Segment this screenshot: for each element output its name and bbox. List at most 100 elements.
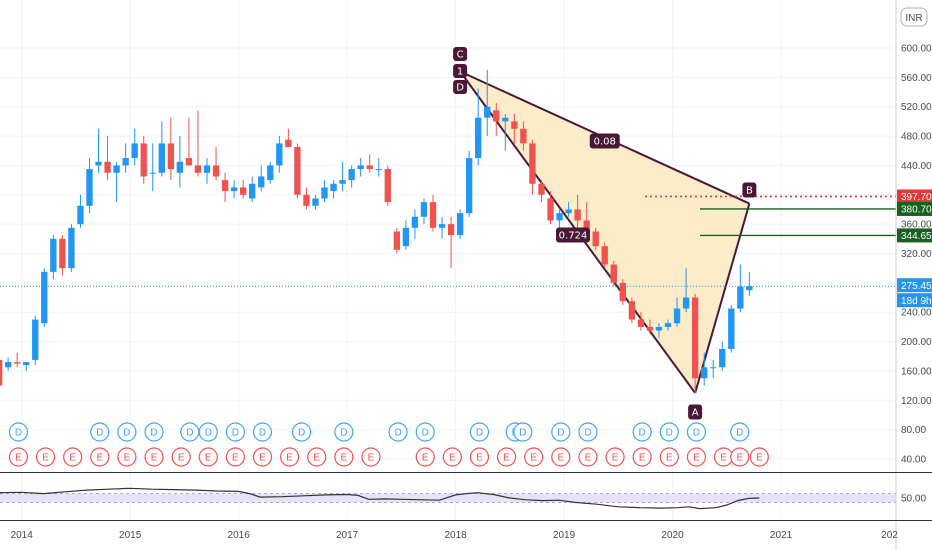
candle-body [574, 209, 581, 221]
dividend-marker [686, 422, 707, 442]
event-marker-label: E [124, 453, 131, 464]
event-marker-label: E [736, 453, 743, 464]
time-axis[interactable]: 2014 2015 2016 2017 2018 2019 2020 2021 202 [11, 530, 899, 541]
earnings-marker [469, 447, 490, 467]
dividend-marker [8, 422, 29, 442]
earnings-marker [198, 447, 218, 467]
dividend-marker [291, 422, 312, 442]
event-marker-label: D [298, 428, 305, 439]
candle-body [95, 161, 102, 166]
candle-body [230, 187, 238, 192]
earnings-marker [749, 447, 769, 467]
candle-body [655, 326, 663, 331]
ratio-label-db-text: 0.08 [594, 137, 616, 148]
x-tick-label: 202 [881, 530, 898, 541]
candle-body [176, 161, 184, 173]
candle-body [122, 158, 129, 166]
event-marker-label: E [720, 453, 727, 464]
candle-body [194, 165, 202, 173]
earnings-marker [252, 447, 273, 467]
event-marker-label: D [394, 428, 401, 439]
event-marker-label: D [96, 428, 103, 439]
dividend-marker [90, 422, 110, 442]
event-marker-label: D [123, 428, 130, 439]
candle-body [303, 194, 310, 206]
candle-body [14, 362, 21, 364]
currency-button[interactable]: INR [900, 7, 928, 27]
event-marker-label: E [666, 453, 673, 464]
event-marker-label: E [232, 453, 239, 464]
x-tick-label: 2015 [119, 530, 142, 541]
dividend-marker [117, 422, 137, 442]
candle-body [249, 183, 256, 199]
candle-body [529, 143, 536, 184]
dividend-marker [388, 422, 408, 442]
candle-body [402, 227, 410, 247]
earnings-marker [280, 447, 300, 467]
candle-body [41, 271, 48, 324]
point-label-c [453, 47, 468, 61]
candle-body [628, 301, 636, 320]
y-tick-label: 560.00 [901, 73, 932, 84]
candle-body [149, 172, 156, 174]
earnings-marker [551, 447, 571, 467]
candle-body [438, 224, 446, 228]
event-marker-label: D [150, 428, 157, 439]
currency-label: INR [905, 13, 922, 24]
earnings-marker [334, 447, 354, 467]
dividend-marker [659, 422, 679, 442]
candle-body [0, 359, 3, 386]
candle-body [520, 128, 527, 144]
candle-body [113, 165, 120, 173]
oscillator-line [0, 487, 760, 510]
earnings-marker [225, 447, 245, 467]
point-label-b [742, 182, 757, 198]
candle-body [4, 362, 12, 368]
candle-body [375, 169, 382, 171]
candle-body [267, 165, 274, 181]
earnings-marker [144, 447, 164, 467]
earnings-marker [361, 447, 381, 467]
earnings-marker [90, 447, 110, 467]
y-tick-label: 360.00 [901, 220, 932, 231]
candle-body [682, 297, 690, 309]
candle-body [23, 362, 30, 366]
event-marker-label: E [476, 453, 483, 464]
price-level-tag-text: 344.65 [901, 231, 932, 242]
candle-body [185, 158, 193, 166]
candle-body [330, 183, 337, 192]
candle-body [32, 319, 39, 360]
candle-body [475, 117, 482, 159]
x-tick-label: 2020 [661, 530, 684, 541]
event-marker-label: D [15, 428, 22, 439]
candle-body [276, 143, 283, 166]
candle-body [411, 216, 419, 228]
candle-body [746, 286, 753, 291]
chart-grid [0, 0, 896, 520]
candle-body [728, 308, 735, 349]
event-marker-label: D [186, 428, 193, 439]
event-marker-label: E [341, 453, 348, 464]
point-label-a [688, 404, 703, 420]
candle-body [556, 213, 563, 221]
candle-body [357, 165, 364, 170]
y-tick-label: 40.00 [901, 455, 926, 466]
x-tick-label: 2021 [770, 530, 793, 541]
candle-body [158, 143, 165, 173]
event-marker-label: D [422, 428, 429, 439]
ratio-label-db [589, 133, 620, 149]
point-label-1 [453, 64, 468, 78]
y-tick-label: 240.00 [901, 308, 932, 319]
candle-body [664, 323, 672, 327]
candle-body [294, 147, 301, 195]
candle-body [429, 202, 437, 228]
event-marker-label: E [756, 453, 763, 464]
last-price-tag [897, 278, 932, 293]
oscillator-pane [0, 487, 896, 510]
price-level-tag [897, 201, 932, 216]
candle-body [140, 143, 147, 177]
x-tick-label: 2014 [11, 530, 34, 541]
candle-body [212, 165, 220, 177]
